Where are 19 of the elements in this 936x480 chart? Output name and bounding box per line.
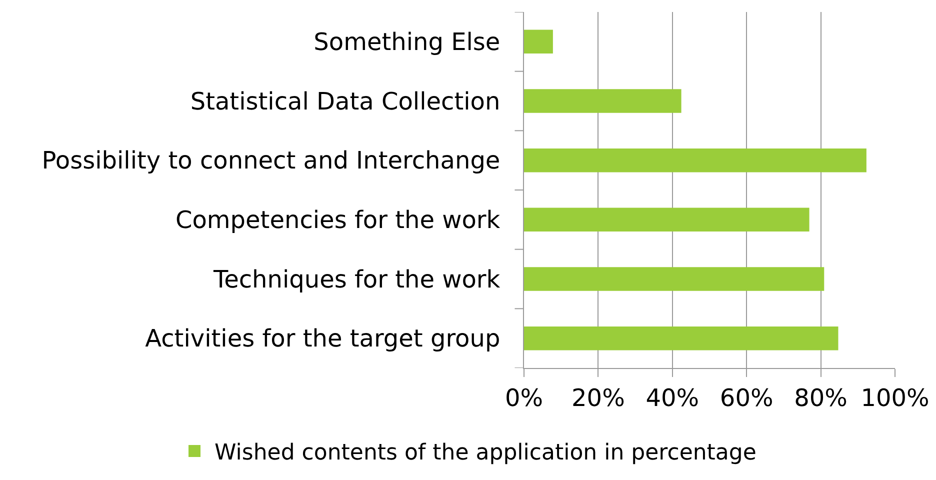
x-tick-label: 60% xyxy=(720,384,774,412)
bar xyxy=(524,148,866,172)
x-tick-label: 100% xyxy=(860,384,930,412)
bar xyxy=(524,208,810,232)
y-tick-label: Something Else xyxy=(314,28,500,56)
bar xyxy=(524,89,682,113)
legend-label: Wished contents of the application in percentage xyxy=(214,440,756,466)
y-tick-label: Activities for the target group xyxy=(145,324,500,353)
y-tick-label: Statistical Data Collection xyxy=(190,87,500,116)
y-tick-label: Techniques for the work xyxy=(212,265,500,294)
bar xyxy=(524,30,553,54)
x-tick-label: 0% xyxy=(504,384,544,412)
y-tick-label: Possibility to connect and Interchange xyxy=(42,146,500,175)
x-tick-label: 80% xyxy=(794,384,848,412)
x-tick-label: 40% xyxy=(646,384,700,412)
bar xyxy=(524,326,838,350)
y-tick-label: Competencies for the work xyxy=(175,206,500,234)
bar xyxy=(524,267,824,291)
x-tick-label: 20% xyxy=(572,384,625,412)
